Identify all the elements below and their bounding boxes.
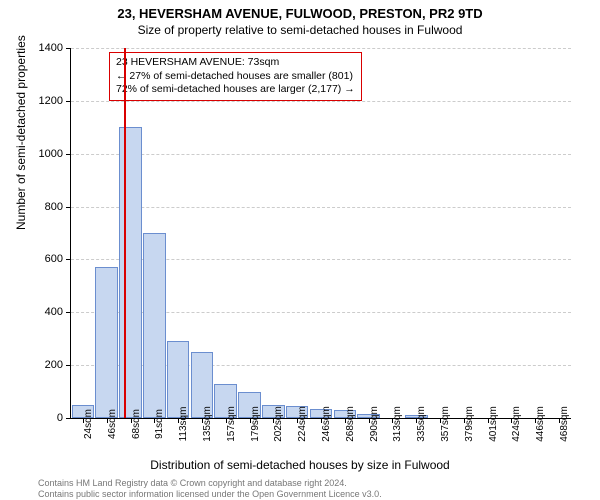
x-tick-label: 357sqm [440, 406, 451, 442]
y-tick-label: 200 [45, 359, 63, 371]
y-tick-label: 0 [57, 412, 63, 424]
legend-line-3: 72% of semi-detached houses are larger (… [116, 83, 355, 97]
legend-line-1: 23 HEVERSHAM AVENUE: 73sqm [116, 56, 355, 70]
attribution-line-2: Contains public sector information licen… [38, 489, 382, 500]
x-tick-label: 335sqm [416, 406, 427, 442]
grid-line [71, 101, 571, 102]
x-tick-label: 446sqm [535, 406, 546, 442]
chart-container: 23, HEVERSHAM AVENUE, FULWOOD, PRESTON, … [0, 0, 600, 500]
x-tick-label: 179sqm [250, 406, 261, 442]
y-axis-label: Number of semi-detached properties [14, 35, 28, 230]
x-tick-label: 246sqm [321, 406, 332, 442]
legend-box: 23 HEVERSHAM AVENUE: 73sqm ← 27% of semi… [109, 52, 362, 101]
y-tick [66, 207, 71, 208]
attribution-line-1: Contains HM Land Registry data © Crown c… [38, 478, 382, 489]
x-tick-label: 46sqm [107, 409, 118, 439]
attribution: Contains HM Land Registry data © Crown c… [38, 478, 382, 500]
title-main: 23, HEVERSHAM AVENUE, FULWOOD, PRESTON, … [0, 0, 600, 21]
x-tick-label: 135sqm [202, 406, 213, 442]
x-tick-label: 24sqm [83, 409, 94, 439]
y-tick [66, 48, 71, 49]
x-tick-label: 379sqm [464, 406, 475, 442]
x-tick-label: 202sqm [273, 406, 284, 442]
y-tick [66, 259, 71, 260]
x-tick-label: 157sqm [226, 406, 237, 442]
y-tick-label: 600 [45, 253, 63, 265]
y-tick [66, 154, 71, 155]
y-tick [66, 365, 71, 366]
y-tick-label: 1000 [39, 148, 63, 160]
y-tick-label: 1200 [39, 95, 63, 107]
x-tick-label: 424sqm [511, 406, 522, 442]
grid-line [71, 154, 571, 155]
y-tick [66, 418, 71, 419]
y-tick [66, 101, 71, 102]
histogram-bar [95, 267, 118, 418]
x-tick-label: 468sqm [559, 406, 570, 442]
x-tick-label: 290sqm [369, 406, 380, 442]
histogram-bar [143, 233, 166, 418]
y-tick [66, 312, 71, 313]
histogram-bar [119, 127, 142, 418]
x-axis-label: Distribution of semi-detached houses by … [0, 458, 600, 472]
x-tick-label: 91sqm [154, 409, 165, 439]
plot-area: 23 HEVERSHAM AVENUE: 73sqm ← 27% of semi… [70, 48, 571, 419]
y-tick-label: 1400 [39, 42, 63, 54]
x-tick-label: 68sqm [131, 409, 142, 439]
x-tick-label: 224sqm [297, 406, 308, 442]
grid-line [71, 48, 571, 49]
y-tick-label: 400 [45, 306, 63, 318]
x-tick-label: 401sqm [488, 406, 499, 442]
grid-line [71, 207, 571, 208]
x-tick-label: 313sqm [392, 406, 403, 442]
title-sub: Size of property relative to semi-detach… [0, 21, 600, 37]
x-tick-label: 268sqm [345, 406, 356, 442]
y-tick-label: 800 [45, 201, 63, 213]
reference-line [124, 48, 126, 418]
x-tick-label: 113sqm [178, 407, 189, 442]
legend-line-2: ← 27% of semi-detached houses are smalle… [116, 70, 355, 84]
